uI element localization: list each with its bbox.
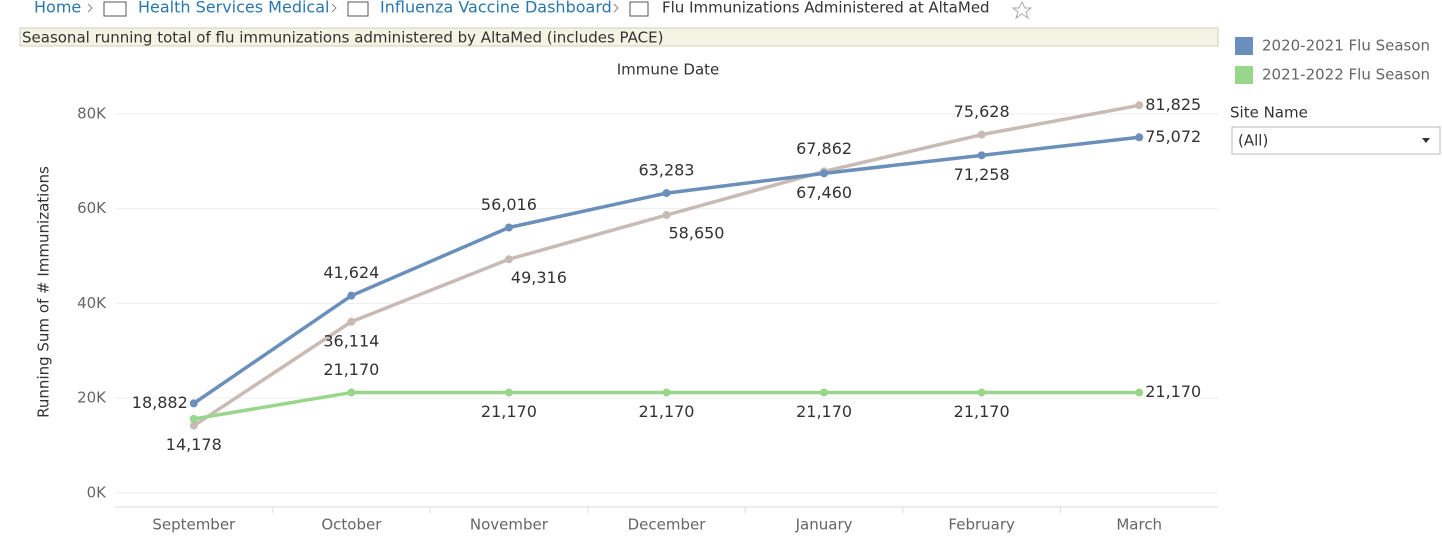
data-point <box>504 255 513 264</box>
subtitle-band <box>19 27 1219 47</box>
data-label: 21,170 <box>1145 382 1201 401</box>
data-point <box>662 388 671 397</box>
data-point <box>662 211 671 220</box>
y-tick-label: 60K <box>77 199 107 217</box>
legend-label: 2021-2022 Flu Season <box>1262 66 1430 84</box>
data-point <box>820 169 829 178</box>
data-point <box>347 291 356 300</box>
x-tick-label: January <box>795 516 853 534</box>
data-label: 41,624 <box>323 263 379 282</box>
y-tick-label: 40K <box>77 294 107 312</box>
y-tick-label: 20K <box>77 389 107 407</box>
legend-label: 2020-2021 Flu Season <box>1262 37 1430 55</box>
x-tick-label: December <box>628 516 707 534</box>
data-point <box>662 189 671 198</box>
legend-swatch <box>1235 37 1253 55</box>
data-label: 18,882 <box>132 393 188 412</box>
data-label: 75,072 <box>1145 127 1201 146</box>
data-point <box>504 223 513 232</box>
x-tick-label: March <box>1116 516 1162 534</box>
breadcrumb-current: Flu Immunizations Administered at AltaMe… <box>662 0 990 17</box>
x-tick-label: February <box>948 516 1015 534</box>
data-label: 67,862 <box>796 139 852 158</box>
data-label: 21,170 <box>323 360 379 379</box>
data-point <box>347 388 356 397</box>
y-tick-label: 0K <box>87 483 108 501</box>
folder-icon <box>103 1 127 17</box>
breadcrumb-separator <box>87 3 93 13</box>
data-label: 75,628 <box>954 102 1010 121</box>
y-axis-title: Running Sum of # Immunizations <box>35 166 53 418</box>
data-point <box>347 317 356 326</box>
data-label: 49,316 <box>511 268 567 287</box>
x-tick-label: September <box>152 516 236 534</box>
data-point <box>189 414 198 423</box>
data-label: 21,170 <box>481 402 537 421</box>
data-label: 21,170 <box>954 402 1010 421</box>
breadcrumb-separator <box>331 3 337 13</box>
data-label: 58,650 <box>669 224 725 243</box>
favorite-star[interactable] <box>1011 0 1033 20</box>
data-label: 21,170 <box>796 402 852 421</box>
data-point <box>820 388 829 397</box>
data-point <box>1135 133 1144 142</box>
subtitle: Seasonal running total of flu immunizati… <box>22 29 663 47</box>
data-point <box>189 399 198 408</box>
dropdown-arrow <box>1422 138 1430 143</box>
filter-value: (All) <box>1238 132 1268 150</box>
data-label: 81,825 <box>1145 95 1201 114</box>
data-label: 63,283 <box>639 161 695 180</box>
data-label: 71,258 <box>954 165 1010 184</box>
breadcrumb-item[interactable]: Influenza Vaccine Dashboard <box>380 0 612 17</box>
filter-dropdown[interactable] <box>1231 126 1441 155</box>
breadcrumb-item[interactable]: Health Services Medical <box>138 0 329 17</box>
data-point <box>1135 101 1144 110</box>
breadcrumb-separator <box>613 3 619 13</box>
data-point <box>977 151 986 160</box>
filter-label: Site Name <box>1230 104 1308 122</box>
view-icon <box>629 1 649 17</box>
breadcrumb-item[interactable]: Home <box>34 0 81 17</box>
data-label: 56,016 <box>481 195 537 214</box>
data-label: 21,170 <box>639 402 695 421</box>
x-tick-label: October <box>321 516 382 534</box>
data-point <box>504 388 513 397</box>
data-label: 36,114 <box>323 331 379 350</box>
y-tick-label: 80K <box>77 104 107 122</box>
legend-swatch <box>1235 66 1253 84</box>
x-axis-title: Immune Date <box>617 61 720 79</box>
data-label: 14,178 <box>166 435 222 454</box>
workbook-icon <box>347 1 369 17</box>
data-point <box>977 130 986 139</box>
data-point <box>1135 388 1144 397</box>
x-tick-label: November <box>470 516 549 534</box>
data-point <box>977 388 986 397</box>
data-label: 67,460 <box>796 183 852 202</box>
data-point <box>189 421 198 430</box>
